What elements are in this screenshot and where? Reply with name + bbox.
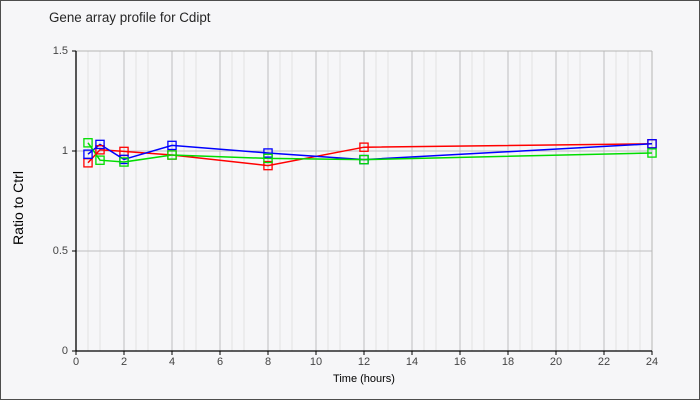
svg-text:0.5: 0.5: [53, 245, 68, 257]
svg-text:8: 8: [265, 356, 271, 368]
svg-text:16: 16: [454, 356, 466, 368]
svg-text:24: 24: [646, 356, 658, 368]
svg-text:Ratio to Ctrl: Ratio to Ctrl: [10, 171, 26, 245]
svg-text:1: 1: [62, 145, 68, 157]
svg-text:12: 12: [358, 356, 370, 368]
svg-text:Time (hours): Time (hours): [333, 373, 395, 385]
svg-text:2: 2: [121, 356, 127, 368]
svg-text:20: 20: [550, 356, 562, 368]
svg-text:0: 0: [62, 345, 68, 357]
svg-text:1.5: 1.5: [53, 45, 68, 57]
svg-text:4: 4: [169, 356, 175, 368]
svg-text:0: 0: [73, 356, 79, 368]
svg-text:6: 6: [217, 356, 223, 368]
svg-text:10: 10: [310, 356, 322, 368]
svg-text:22: 22: [598, 356, 610, 368]
svg-text:18: 18: [502, 356, 514, 368]
svg-text:14: 14: [406, 356, 418, 368]
